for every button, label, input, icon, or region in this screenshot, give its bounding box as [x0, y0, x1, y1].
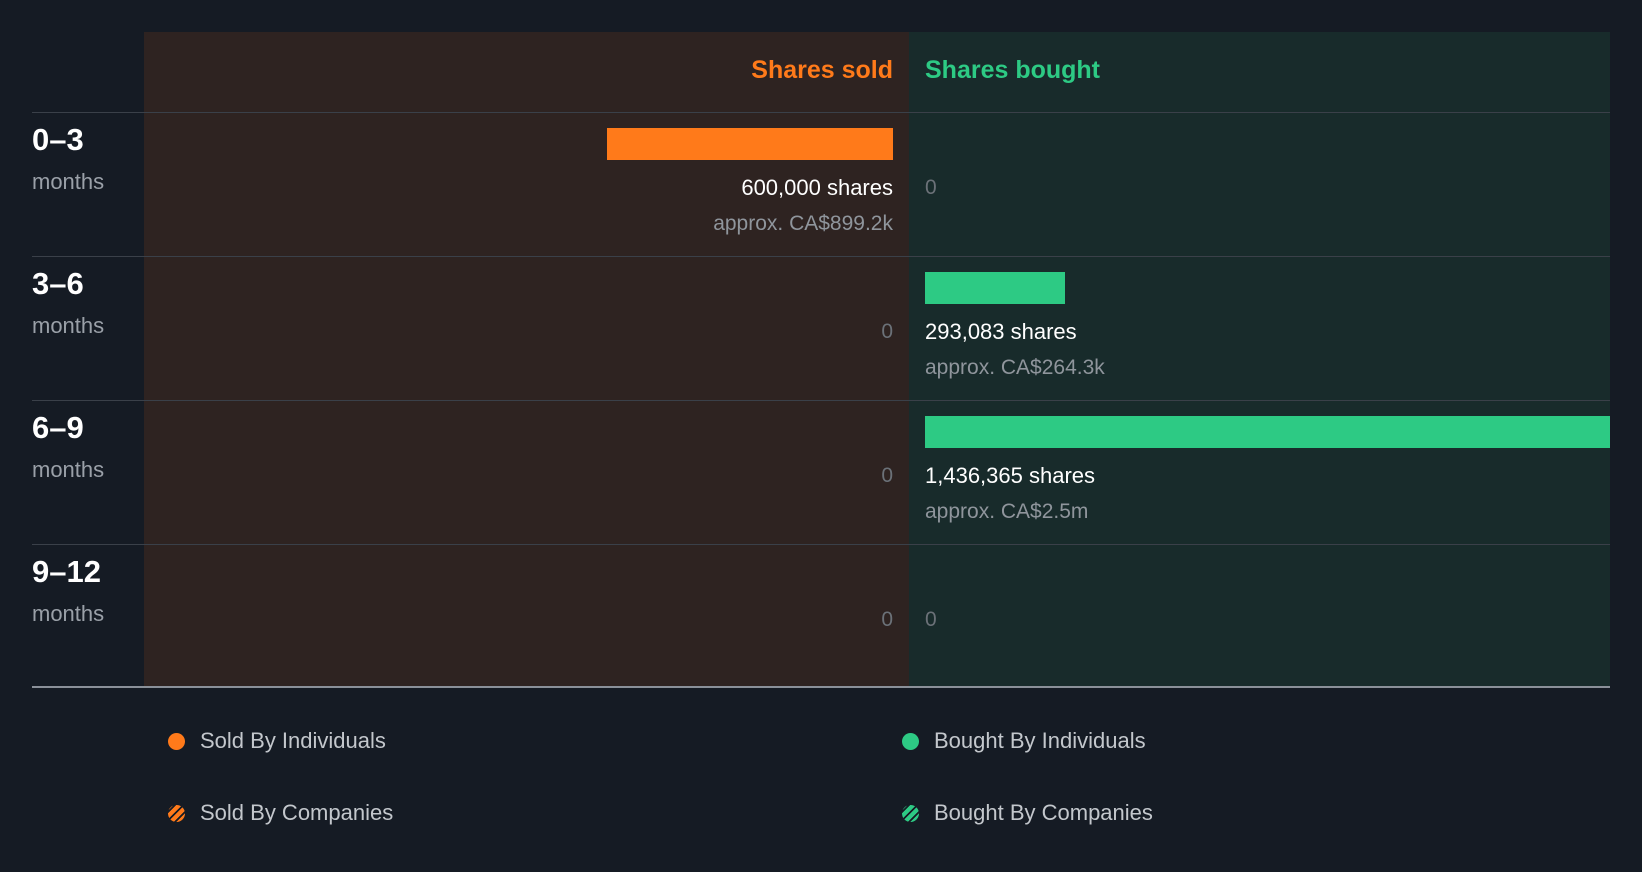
bought-bar: [925, 272, 1065, 304]
row-divider: [32, 400, 1610, 401]
legend-dot-icon: [168, 733, 185, 750]
shares-sold-header: Shares sold: [751, 56, 893, 84]
legend-label: Bought By Companies: [934, 800, 1153, 825]
period-unit: months: [32, 601, 105, 626]
period-unit: months: [32, 313, 105, 338]
legend-striped-icon: [168, 805, 185, 822]
legend-dot-icon: [902, 733, 919, 750]
sold-zero-label: 0: [881, 464, 893, 487]
period-label: 9–12: [32, 554, 101, 589]
bought-zero-label: 0: [925, 176, 937, 199]
legend-striped-icon: [902, 805, 919, 822]
sold-value-label: approx. CA$899.2k: [713, 212, 893, 235]
sold-zero-label: 0: [881, 608, 893, 631]
period-unit: months: [32, 457, 105, 482]
shares-bought-header: Shares bought: [925, 56, 1101, 84]
bought-value-label: approx. CA$264.3k: [925, 356, 1105, 379]
bought-value-label: approx. CA$2.5m: [925, 500, 1089, 523]
period-unit: months: [32, 169, 105, 194]
shares-bought-panel: [909, 32, 1610, 687]
row-divider: [32, 256, 1610, 257]
legend-label: Sold By Companies: [200, 800, 394, 825]
period-label: 6–9: [32, 410, 84, 445]
legend-label: Sold By Individuals: [200, 728, 386, 753]
sold-zero-label: 0: [881, 320, 893, 343]
period-label: 3–6: [32, 266, 84, 301]
bought-bar: [925, 416, 1610, 448]
period-label: 0–3: [32, 122, 84, 157]
bought-zero-label: 0: [925, 608, 937, 631]
row-divider: [32, 544, 1610, 545]
row-divider: [32, 112, 1610, 113]
legend-label: Bought By Individuals: [934, 728, 1146, 753]
bought-shares-label: 1,436,365 shares: [925, 463, 1096, 488]
chart-baseline: [32, 686, 1610, 688]
sold-shares-label: 600,000 shares: [741, 175, 893, 200]
sold-bar: [607, 128, 893, 160]
bought-shares-label: 293,083 shares: [925, 319, 1077, 344]
